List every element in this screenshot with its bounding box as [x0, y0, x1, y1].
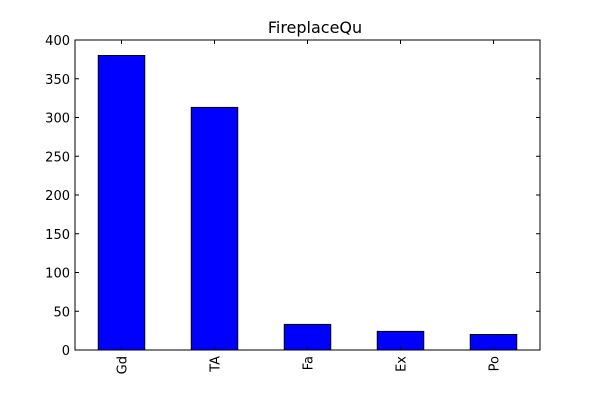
- x-tick-label: Ex: [395, 356, 410, 372]
- y-tick-label: 100: [45, 267, 70, 282]
- y-tick-label: 250: [45, 150, 70, 165]
- x-tick-label: Fa: [302, 356, 317, 370]
- x-axis: Gd TA Fa Ex Po: [116, 40, 503, 374]
- y-axis: 0 50 100 150 200 250 300 350 400: [45, 34, 540, 359]
- y-tick-label: 400: [45, 34, 70, 49]
- y-tick-label: 150: [45, 228, 70, 243]
- x-tick-label: Po: [488, 356, 503, 371]
- bars-group: [97, 55, 518, 351]
- y-tick-label: 200: [45, 189, 70, 204]
- y-tick-label: 0: [62, 344, 70, 359]
- y-tick-label: 350: [45, 73, 70, 88]
- y-tick-label: 50: [53, 305, 70, 320]
- bar-fa: [283, 323, 332, 351]
- bar-ta: [190, 106, 239, 351]
- chart-title: FireplaceQu: [268, 18, 362, 37]
- plot-frame: [74, 39, 541, 351]
- bar-gd: [97, 55, 146, 351]
- y-tick-label: 300: [45, 112, 70, 127]
- x-tick-label: TA: [209, 356, 224, 373]
- x-tick-label: Gd: [116, 356, 131, 374]
